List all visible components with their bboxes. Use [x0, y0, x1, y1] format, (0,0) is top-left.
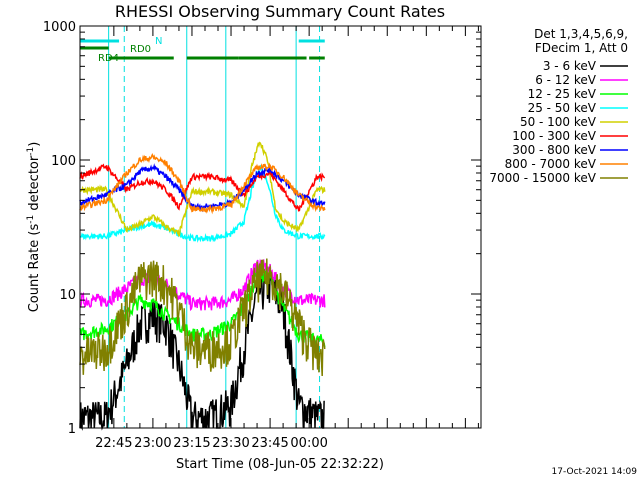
series-line-0	[79, 268, 326, 431]
timestamp: 17-Oct-2021 14:09	[552, 467, 638, 477]
legend-entry-label: 25 - 50 keV	[528, 101, 597, 115]
y-tick-label: 1	[68, 422, 76, 437]
y-label-sup2: -1	[26, 147, 36, 156]
detector-info-line2: FDecim 1, Att 0	[535, 41, 628, 55]
n-label: N	[155, 36, 162, 47]
series-line-7	[79, 152, 326, 215]
plot-area: N RD0 RD4	[79, 26, 326, 431]
detector-info-line1: Det 1,3,4,5,6,9,	[534, 27, 628, 41]
legend-entry-label: 100 - 300 keV	[512, 129, 596, 143]
legend-entry-label: 300 - 800 keV	[512, 143, 596, 157]
x-tick-label: 00:00	[290, 436, 327, 451]
series-line-8	[79, 258, 326, 377]
legend-entry-label: 3 - 6 keV	[543, 59, 597, 73]
x-tick-label: 23:30	[212, 436, 249, 451]
legend-entry-label: 6 - 12 keV	[535, 73, 597, 87]
series-line-3	[79, 164, 326, 243]
legend-entry-label: 800 - 7000 keV	[505, 157, 597, 171]
legend-entry-label: 12 - 25 keV	[528, 87, 597, 101]
y-tick-label: 1000	[43, 20, 76, 35]
x-axis-label: Start Time (08-Jun-05 22:32:22)	[176, 457, 384, 472]
plot-frame	[79, 25, 482, 429]
x-axis: 22:45 23:00 23:15 23:30 23:45 00:00	[95, 26, 479, 451]
rd4-label: RD4	[98, 53, 119, 64]
y-label-sup1: -1	[26, 215, 36, 224]
rd0-label: RD0	[130, 44, 151, 55]
legend-entry-label: 7000 - 15000 keV	[489, 171, 596, 185]
legend-entry-label: 50 - 100 keV	[520, 115, 597, 129]
x-tick-label: 23:00	[134, 436, 171, 451]
x-tick-label: 23:15	[173, 436, 210, 451]
y-tick-label: 10	[59, 288, 76, 303]
y-label-end: )	[27, 142, 42, 147]
y-label-main: Count Rate (s	[27, 224, 42, 313]
chart-title: RHESSI Observing Summary Count Rates	[115, 2, 445, 21]
x-tick-label: 22:45	[95, 436, 132, 451]
y-tick-label: 100	[51, 154, 76, 169]
x-tick-label: 23:45	[251, 436, 288, 451]
series-line-4	[79, 141, 326, 237]
y-axis-label: Count Rate (s-1 detector-1)	[26, 142, 42, 313]
y-label-mid: detector	[27, 155, 42, 215]
y-axis: 1 10 100 1000	[43, 20, 481, 437]
